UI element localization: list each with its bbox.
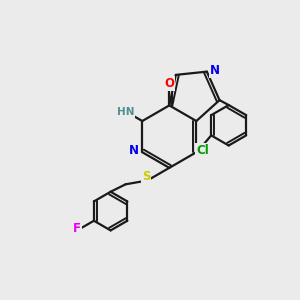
Text: F: F xyxy=(73,222,81,235)
Text: HN: HN xyxy=(117,107,134,117)
Text: Cl: Cl xyxy=(196,144,209,157)
Text: N: N xyxy=(210,64,220,76)
Text: S: S xyxy=(142,170,150,183)
Text: N: N xyxy=(129,144,139,157)
Text: O: O xyxy=(164,77,174,90)
Text: N: N xyxy=(200,147,210,160)
